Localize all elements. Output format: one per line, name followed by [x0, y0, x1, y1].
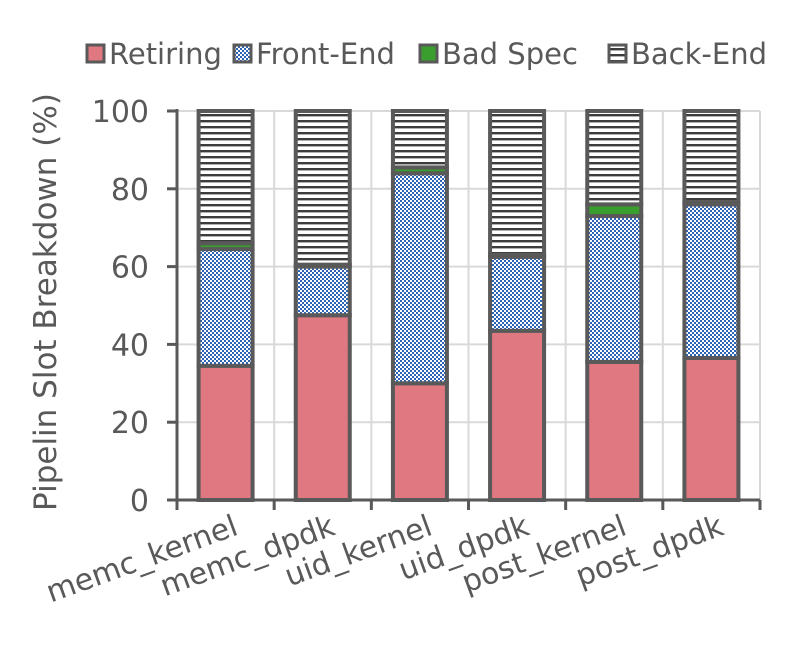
bar-retiring	[196, 363, 255, 503]
x-tick-labels: memc_kernelmemc_dpdkuid_kerneluid_dpdkpo…	[42, 508, 729, 610]
bar-stack-post_dpdk	[682, 109, 741, 503]
legend-swatch	[418, 43, 439, 64]
bar-retiring	[585, 359, 644, 502]
bars	[196, 109, 741, 503]
y-tick-labels: 0 20 40 60 80 100	[92, 95, 149, 519]
legend-swatch	[85, 43, 106, 64]
legend-item-front-end: Front-End	[232, 37, 395, 71]
legend: Retiring Front-End Bad Spec Back-End	[85, 37, 767, 71]
y-axis-title: Pipelin Slot Breakdown (%)	[28, 93, 64, 511]
bar-back-end	[390, 109, 449, 170]
y-tick-label: 60	[111, 251, 149, 286]
bar-retiring	[293, 313, 352, 502]
legend-label: Back-End	[631, 37, 767, 71]
bar-stack-memc_dpdk	[293, 109, 352, 502]
legend-label: Retiring	[109, 37, 222, 71]
bar-front-end	[390, 171, 449, 386]
y-tick-label: 40	[111, 328, 149, 363]
bar-retiring	[390, 381, 449, 502]
legend-label: Bad Spec	[442, 37, 578, 71]
y-tick-label: 0	[130, 484, 149, 519]
legend-item-bad-spec: Bad Spec	[418, 37, 578, 71]
y-tick-label: 20	[111, 406, 149, 441]
bar-front-end	[585, 214, 644, 364]
bar-back-end	[293, 109, 352, 267]
bar-retiring	[682, 356, 741, 503]
bar-back-end	[488, 109, 547, 257]
bar-back-end	[585, 109, 644, 207]
y-tick-label: 100	[92, 95, 149, 130]
bar-back-end	[196, 109, 255, 246]
legend-swatch	[232, 43, 253, 64]
bar-back-end	[682, 109, 741, 205]
gridlines	[176, 110, 761, 500]
bar-front-end	[488, 254, 547, 333]
y-tick-label: 80	[111, 173, 149, 208]
legend-label: Front-End	[256, 37, 395, 71]
legend-item-back-end: Back-End	[607, 37, 767, 71]
bar-retiring	[488, 328, 547, 502]
bar-stack-memc_kernel	[196, 109, 255, 503]
bar-front-end	[293, 264, 352, 318]
bar-stack-uid_kernel	[390, 109, 449, 502]
axes	[167, 109, 762, 510]
bar-front-end	[196, 247, 255, 368]
bar-stack-uid_dpdk	[488, 109, 547, 502]
bar-stack-post_kernel	[585, 109, 644, 502]
legend-swatch	[607, 43, 628, 64]
legend-item-retiring: Retiring	[85, 37, 222, 71]
bar-front-end	[682, 202, 741, 361]
